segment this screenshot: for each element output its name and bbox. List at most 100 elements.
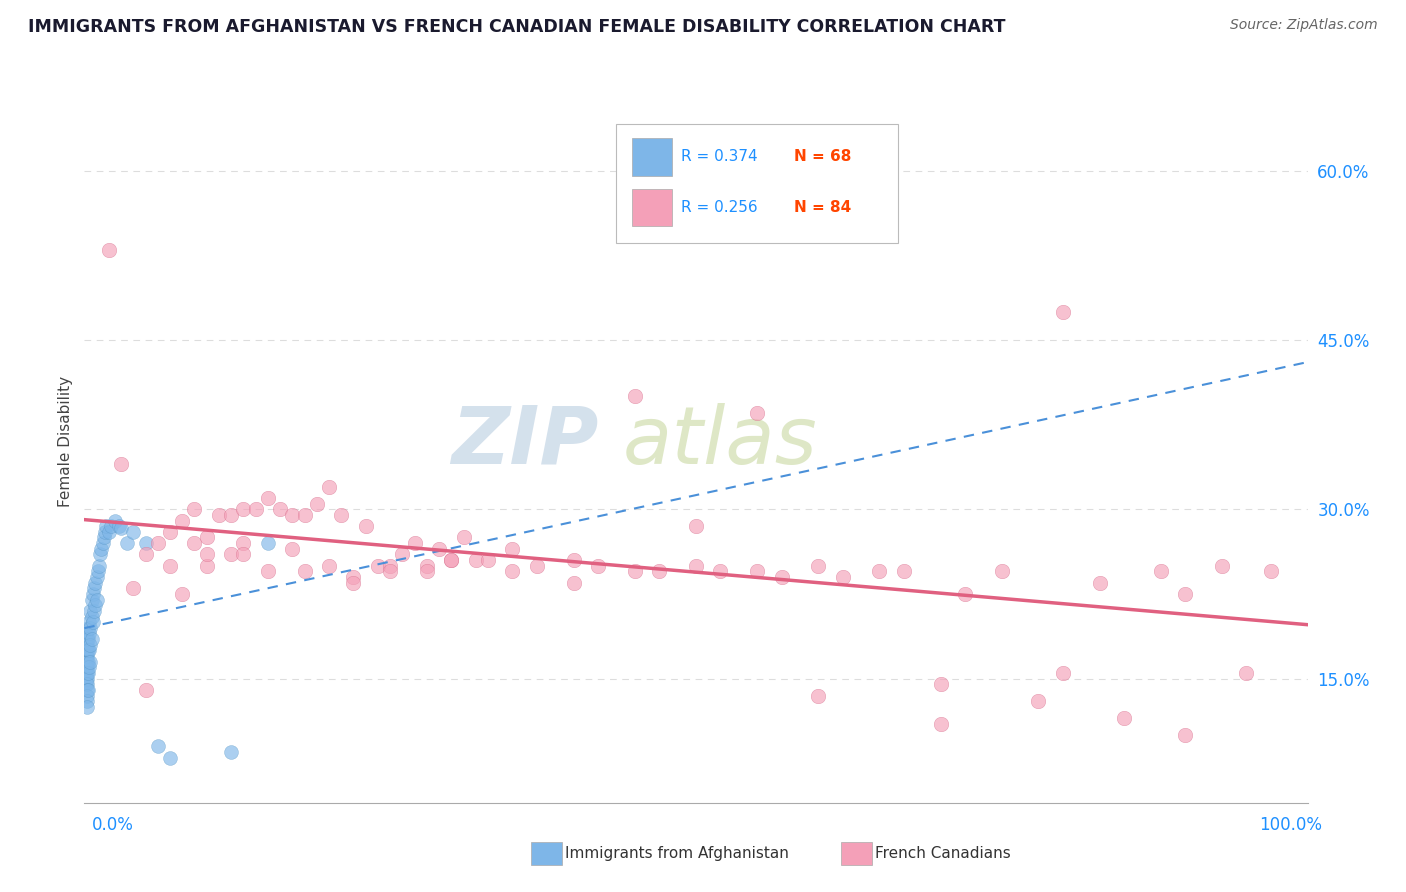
Point bbox=[100, 519, 122, 533]
Point bbox=[76, 660, 98, 674]
Point bbox=[502, 565, 524, 579]
Point bbox=[76, 682, 98, 697]
Point bbox=[1174, 728, 1197, 742]
Point bbox=[87, 558, 110, 573]
Point bbox=[281, 541, 304, 556]
Point bbox=[318, 480, 340, 494]
Point bbox=[685, 558, 707, 573]
Point bbox=[110, 521, 132, 535]
Point bbox=[75, 677, 97, 691]
Point bbox=[86, 592, 108, 607]
Point bbox=[107, 519, 129, 533]
Point bbox=[831, 570, 853, 584]
Point bbox=[122, 582, 145, 596]
Point bbox=[80, 632, 103, 646]
Point bbox=[219, 548, 242, 562]
Point bbox=[232, 502, 254, 516]
Point bbox=[76, 655, 98, 669]
Point bbox=[75, 665, 97, 680]
Point bbox=[76, 677, 98, 691]
Point bbox=[318, 558, 340, 573]
Point bbox=[440, 553, 463, 567]
Point bbox=[75, 672, 97, 686]
Point bbox=[404, 536, 426, 550]
Point bbox=[135, 682, 157, 697]
Point bbox=[80, 592, 103, 607]
Point bbox=[76, 665, 98, 680]
Point bbox=[77, 643, 100, 657]
Text: R = 0.374: R = 0.374 bbox=[682, 149, 758, 163]
Text: N = 84: N = 84 bbox=[794, 200, 851, 215]
Text: N = 68: N = 68 bbox=[794, 149, 851, 163]
Y-axis label: Female Disability: Female Disability bbox=[58, 376, 73, 508]
Point bbox=[76, 638, 98, 652]
Point bbox=[342, 575, 364, 590]
Point bbox=[122, 524, 145, 539]
Point bbox=[91, 536, 114, 550]
Point bbox=[586, 558, 609, 573]
Text: Immigrants from Afghanistan: Immigrants from Afghanistan bbox=[565, 847, 789, 861]
Point bbox=[269, 502, 291, 516]
Point bbox=[76, 643, 98, 657]
Point bbox=[624, 389, 647, 403]
Text: IMMIGRANTS FROM AFGHANISTAN VS FRENCH CANADIAN FEMALE DISABILITY CORRELATION CHA: IMMIGRANTS FROM AFGHANISTAN VS FRENCH CA… bbox=[28, 18, 1005, 36]
Point bbox=[453, 531, 475, 545]
Point bbox=[94, 524, 117, 539]
Point bbox=[1052, 665, 1074, 680]
FancyBboxPatch shape bbox=[633, 188, 672, 227]
Point bbox=[354, 519, 377, 533]
Point bbox=[219, 508, 242, 522]
Text: ZIP: ZIP bbox=[451, 402, 598, 481]
Point bbox=[427, 541, 450, 556]
Point bbox=[526, 558, 548, 573]
Point bbox=[77, 643, 100, 657]
Point bbox=[195, 558, 218, 573]
Point bbox=[104, 514, 127, 528]
Point bbox=[440, 553, 463, 567]
Point bbox=[183, 502, 205, 516]
Point bbox=[159, 558, 181, 573]
Point bbox=[135, 548, 157, 562]
Point bbox=[416, 565, 439, 579]
Point bbox=[1174, 587, 1197, 601]
Point bbox=[294, 508, 316, 522]
Point bbox=[97, 243, 120, 257]
Point bbox=[562, 553, 585, 567]
Point bbox=[115, 536, 138, 550]
Point bbox=[991, 565, 1014, 579]
Point bbox=[562, 575, 585, 590]
Point bbox=[1088, 575, 1111, 590]
Text: atlas: atlas bbox=[623, 402, 817, 481]
Point bbox=[257, 565, 280, 579]
Point bbox=[77, 682, 100, 697]
Point bbox=[747, 565, 769, 579]
Point bbox=[76, 689, 98, 703]
Point bbox=[195, 548, 218, 562]
Point bbox=[77, 660, 100, 674]
Point bbox=[159, 750, 181, 764]
Point bbox=[97, 524, 120, 539]
Point bbox=[232, 536, 254, 550]
Point bbox=[83, 604, 105, 618]
Point bbox=[294, 565, 316, 579]
Point bbox=[1114, 711, 1136, 725]
Point bbox=[76, 694, 98, 708]
Point bbox=[75, 643, 97, 657]
Point bbox=[330, 508, 353, 522]
Point bbox=[367, 558, 389, 573]
Point bbox=[77, 632, 100, 646]
Point bbox=[79, 655, 101, 669]
Point bbox=[869, 565, 891, 579]
Point bbox=[83, 582, 105, 596]
Point bbox=[75, 655, 97, 669]
Point bbox=[82, 587, 104, 601]
Point bbox=[807, 558, 830, 573]
Point bbox=[195, 531, 218, 545]
Point bbox=[624, 565, 647, 579]
Point bbox=[77, 655, 100, 669]
Point bbox=[807, 689, 830, 703]
Point bbox=[75, 660, 97, 674]
FancyBboxPatch shape bbox=[633, 138, 672, 176]
Point bbox=[76, 648, 98, 663]
Point bbox=[183, 536, 205, 550]
